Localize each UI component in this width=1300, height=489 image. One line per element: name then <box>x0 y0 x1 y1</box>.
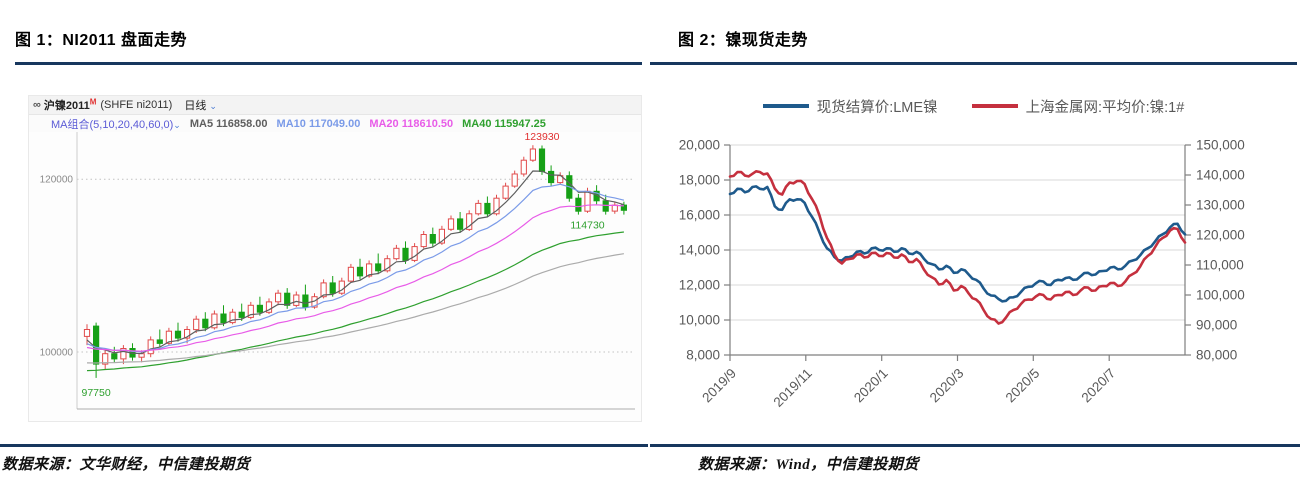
main-contract-flag: M <box>89 97 97 107</box>
figure1-top-rule <box>15 62 642 65</box>
svg-text:16,000: 16,000 <box>679 208 720 223</box>
svg-text:120,000: 120,000 <box>1196 228 1245 243</box>
svg-text:100,000: 100,000 <box>1196 288 1245 303</box>
svg-text:2020/1: 2020/1 <box>851 366 891 406</box>
svg-text:12,000: 12,000 <box>679 278 720 293</box>
ma10-value: MA10 117049.00 <box>276 117 361 130</box>
instrument-name: 沪镍2011M <box>43 97 97 112</box>
candlestick-chart-toolbar: ∞ 沪镍2011M (SHFE ni2011) 日线 ⌄ <box>29 96 641 115</box>
figure1-title: 图 1：NI2011 盘面走势 <box>15 32 188 49</box>
wenhua-logo-icon: ∞ <box>33 99 41 111</box>
figure2-title: 图 2：镍现货走势 <box>678 32 808 49</box>
figure2-top-rule <box>650 62 1297 65</box>
ma40-value: MA40 115947.25 <box>462 117 546 130</box>
svg-text:10,000: 10,000 <box>679 313 720 328</box>
svg-text:114730: 114730 <box>570 220 604 232</box>
chevron-down-icon: ⌄ <box>173 119 181 130</box>
figure2-source: 数据来源：Wind，中信建投期货 <box>698 457 919 473</box>
figure1-column: 图 1：NI2011 盘面走势 ∞ 沪镍2011M (SHFE ni2011) … <box>0 32 648 473</box>
candlestick-chart-svg: 120000 100000 123930 114730 97750 <box>40 131 635 410</box>
figure2-column: 图 2：镍现货走势 现货结算价:LME镍 上海金属网:平均价:镍:1# 20,0… <box>650 0 1300 489</box>
shmet-line-swatch <box>971 104 1018 108</box>
svg-text:20,000: 20,000 <box>679 138 720 153</box>
legend-label: 现货结算价:LME镍 <box>816 99 938 116</box>
chevron-down-icon: ⌄ <box>209 101 217 111</box>
svg-text:2020/7: 2020/7 <box>1079 366 1119 406</box>
lme-line-swatch <box>762 104 809 108</box>
svg-text:140,000: 140,000 <box>1196 168 1245 183</box>
legend-item-shmet: 上海金属网:平均价:镍:1# <box>971 96 1185 117</box>
svg-text:97750: 97750 <box>81 387 110 399</box>
figure1-source: 数据来源：文华财经，中信建投期货 <box>2 457 251 473</box>
svg-text:2020/5: 2020/5 <box>1003 366 1043 406</box>
svg-text:90,000: 90,000 <box>1196 318 1237 333</box>
instrument-code: (SHFE ni2011) <box>100 99 173 111</box>
svg-text:80,000: 80,000 <box>1196 348 1237 363</box>
ma-indicator-bar: MA组合(5,10,20,40,60,0)⌄ MA5 116858.00 MA1… <box>29 115 641 132</box>
svg-text:100000: 100000 <box>40 348 74 359</box>
legend-label: 上海金属网:平均价:镍:1# <box>1025 99 1185 116</box>
ma5-value: MA5 116858.00 <box>189 117 268 130</box>
svg-text:123930: 123930 <box>524 132 559 143</box>
svg-text:110,000: 110,000 <box>1196 258 1244 273</box>
svg-text:130,000: 130,000 <box>1196 198 1245 213</box>
candlestick-chart-widget: ∞ 沪镍2011M (SHFE ni2011) 日线 ⌄ MA组合(5,10,2… <box>28 95 642 422</box>
line-chart-svg: 20,000 18,000 16,000 14,000 12,000 10,000 8,00… <box>679 138 1245 410</box>
svg-text:2019/9: 2019/9 <box>699 366 739 406</box>
figure1-bottom-rule <box>0 444 648 447</box>
svg-text:2020/3: 2020/3 <box>927 366 967 406</box>
period-dropdown[interactable]: 日线 ⌄ <box>184 100 217 112</box>
svg-text:150,000: 150,000 <box>1196 138 1245 153</box>
svg-text:2019/11: 2019/11 <box>771 366 815 410</box>
figure2-bottom-rule <box>650 444 1300 447</box>
line-chart-wrap: 20,000 18,000 16,000 14,000 12,000 10,000 8,00… <box>655 137 1297 442</box>
line-chart-legend: 现货结算价:LME镍 上海金属网:平均价:镍:1# <box>650 95 1297 117</box>
svg-text:120000: 120000 <box>40 175 74 186</box>
svg-text:18,000: 18,000 <box>679 173 720 188</box>
ma20-value: MA20 118610.50 <box>369 117 454 130</box>
svg-text:14,000: 14,000 <box>679 243 720 258</box>
ma-combo-dropdown[interactable]: MA组合(5,10,20,40,60,0)⌄ <box>51 118 181 131</box>
svg-text:8,000: 8,000 <box>686 348 720 363</box>
legend-item-lme: 现货结算价:LME镍 <box>762 96 938 117</box>
